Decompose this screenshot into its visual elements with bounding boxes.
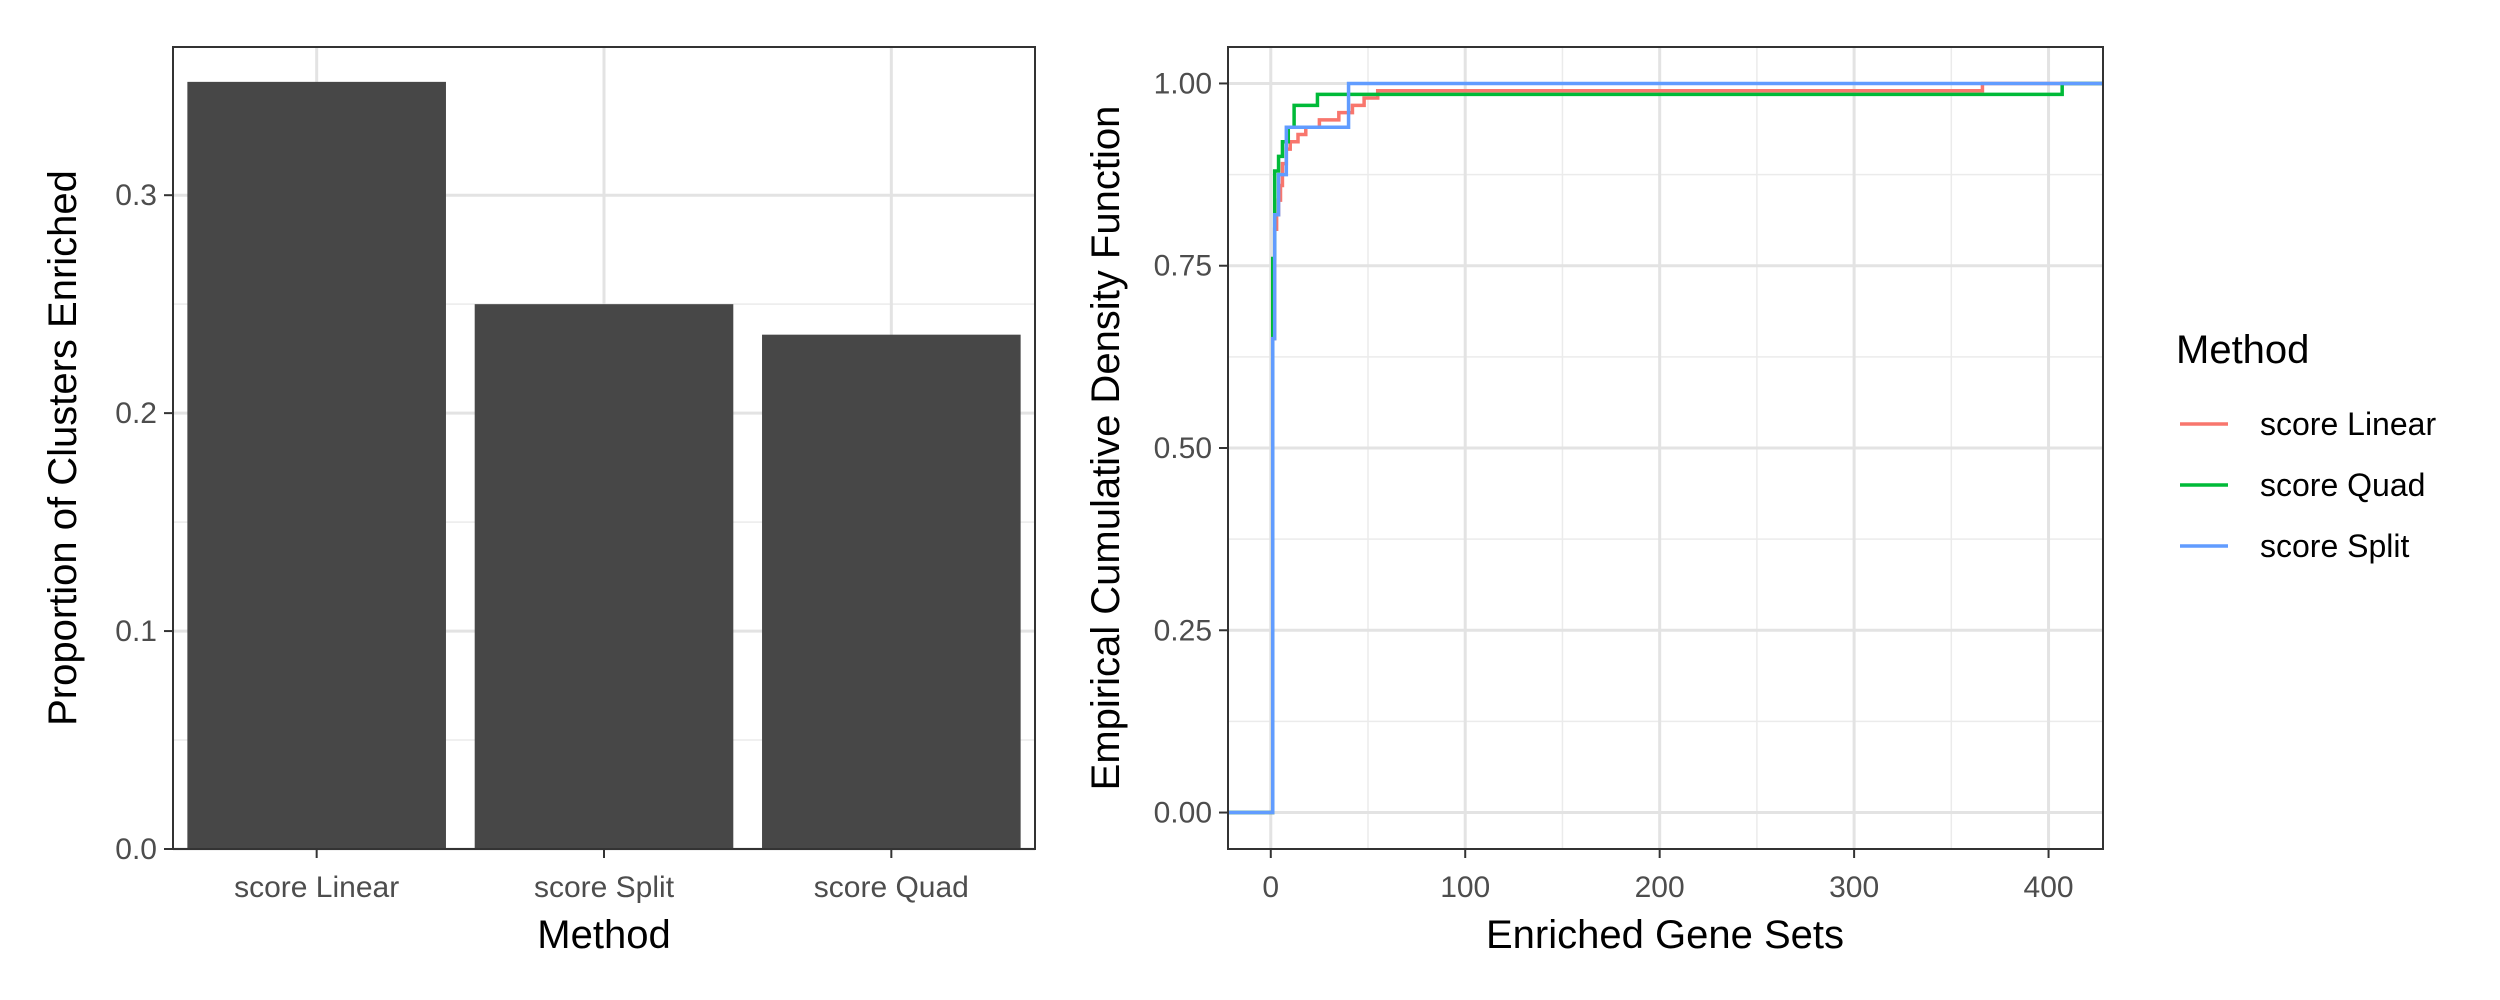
bar-y-axis-title: Proportion of Clusters Enriched <box>41 170 85 726</box>
bar-x-axis-title: Method <box>537 913 670 957</box>
bar-chart-panel: 0.00.10.20.3 score Linear score Split scor… <box>41 46 1036 957</box>
bar-score-split <box>474 304 734 849</box>
legend-entry-score-quad: score Quad <box>2180 467 2425 503</box>
bar-marks <box>187 81 1021 849</box>
ecdf-y-tick-label: 0.25 <box>1154 614 1212 647</box>
ecdf-line-score-split <box>1228 81 2103 815</box>
bar-y-tick-label: 0.3 <box>115 179 157 212</box>
legend-entry-score-linear: score Linear <box>2180 406 2436 442</box>
ecdf-x-tick-label: 400 <box>2024 871 2074 904</box>
bar-x-tick-label: score Quad <box>814 871 969 904</box>
ecdf-x-axis-title: Enriched Gene Sets <box>1486 913 1844 957</box>
ecdf-y-axis-title: Empirical Cumulative Density Function <box>1084 106 1128 791</box>
ecdf-x-tick-label: 300 <box>1829 871 1879 904</box>
ecdf-y-ticks: 0.00 0.25 0.50 0.75 1.00 <box>1154 67 1228 830</box>
bar-score-quad <box>762 334 1021 849</box>
bar-x-tick-label: score Linear <box>234 871 399 904</box>
legend-label: score Quad <box>2260 467 2425 503</box>
legend: Method score Linear score Quad score Split <box>2176 328 2436 564</box>
bar-y-tick-label: 0.1 <box>115 615 157 648</box>
bar-x-ticks: score Linear score Split score Quad <box>234 849 969 904</box>
ecdf-x-tick-label: 100 <box>1440 871 1490 904</box>
ecdf-y-tick-label: 0.50 <box>1154 432 1212 465</box>
bar-score-linear <box>187 81 446 849</box>
ecdf-series-lines <box>1228 81 2103 815</box>
bar-y-ticks: 0.0 0.1 0.2 0.3 <box>115 179 173 866</box>
ecdf-y-tick-label: 0.75 <box>1154 250 1212 283</box>
ecdf-y-tick-label: 1.00 <box>1154 67 1212 100</box>
bar-y-tick-label: 0.0 <box>115 833 157 866</box>
ecdf-x-tick-label: 200 <box>1635 871 1685 904</box>
ecdf-y-tick-label: 0.00 <box>1154 797 1212 830</box>
bar-y-tick-label: 0.2 <box>115 397 157 430</box>
ecdf-x-ticks: 0 100 200 300 400 <box>1262 849 2074 904</box>
legend-label: score Linear <box>2260 406 2436 442</box>
bar-x-tick-label: score Split <box>534 871 675 904</box>
legend-entry-score-split: score Split <box>2180 528 2410 564</box>
legend-title: Method <box>2176 328 2309 372</box>
ecdf-chart-panel: 0.00 0.25 0.50 0.75 1.00 0 100 200 300 400 Enric… <box>1084 46 2104 957</box>
legend-entries: score Linear score Quad score Split <box>2180 406 2436 564</box>
legend-label: score Split <box>2260 528 2410 564</box>
ecdf-x-tick-label: 0 <box>1262 871 1279 904</box>
